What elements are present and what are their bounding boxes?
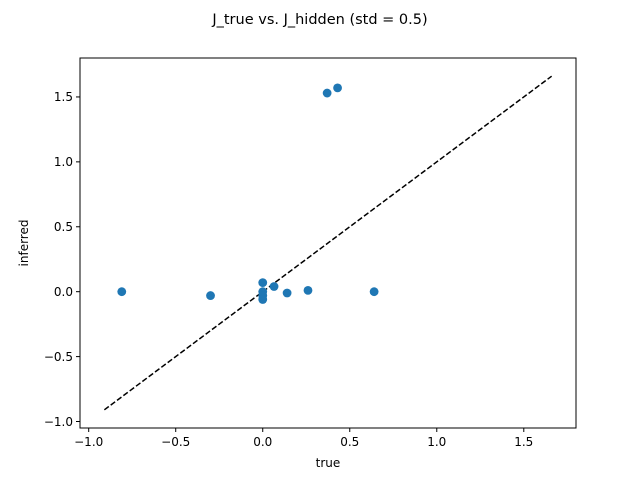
scatter-point-9 xyxy=(303,285,313,295)
plot-layer xyxy=(103,75,553,411)
y-tick-label: −0.5 xyxy=(44,350,73,364)
plot-frame xyxy=(79,57,577,429)
y-tick-label: 0.0 xyxy=(54,285,73,299)
x-tick-label: 0.5 xyxy=(340,435,359,449)
scatter-point-3 xyxy=(258,278,268,287)
scatter-point-6 xyxy=(258,295,268,304)
y-axis-label: inferred xyxy=(17,220,31,267)
reference-line xyxy=(103,75,553,411)
scatter-point-8 xyxy=(282,288,292,298)
scatter-point-11 xyxy=(333,83,342,93)
scatter-point-2 xyxy=(206,291,215,300)
scatter-point-7 xyxy=(269,282,279,291)
y-axis-ticks: −1.0 −0.5 0.0 0.5 1.0 1.5 xyxy=(44,90,80,429)
scatter-point-10 xyxy=(322,88,332,98)
x-tick-label: −1.0 xyxy=(74,435,103,449)
y-tick-label: −1.0 xyxy=(44,415,73,429)
x-axis-label: true xyxy=(316,456,341,470)
y-tick-label: 1.5 xyxy=(54,90,73,104)
scatter-point-1 xyxy=(117,287,127,297)
chart-title: J_true vs. J_hidden (std = 0.5) xyxy=(211,12,427,28)
x-tick-label: −0.5 xyxy=(161,435,190,449)
scatter-point-12 xyxy=(369,287,379,297)
y-tick-label: 0.5 xyxy=(54,220,73,234)
x-axis-ticks: −1.0 −0.5 0.0 0.5 1.0 1.5 xyxy=(74,428,533,449)
x-tick-label: 1.0 xyxy=(427,435,446,449)
x-tick-label: 1.5 xyxy=(514,435,533,449)
x-tick-label: 0.0 xyxy=(253,435,272,449)
y-tick-label: 1.0 xyxy=(54,155,73,169)
